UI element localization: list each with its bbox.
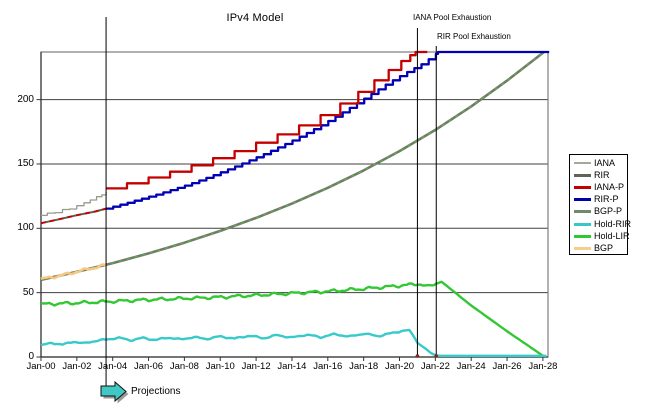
x-tick-label: Jan-08: [169, 361, 199, 372]
iana-exhaustion-marker: [415, 354, 420, 358]
projections-label: Projections: [131, 386, 181, 397]
legend-label: RIR: [594, 169, 610, 180]
legend-label: IANA: [594, 157, 616, 168]
legend-swatch: [574, 222, 591, 226]
series-iana-p-fit-line: [40, 207, 107, 225]
legend-swatch: [574, 198, 591, 202]
plot-border: [40, 51, 549, 358]
x-tick-label: Jan-02: [62, 361, 92, 372]
series-bgp-p-overlay-line: [40, 51, 545, 281]
legend-label: IANA-P: [594, 181, 625, 192]
x-tick-label: Jan-24: [456, 361, 486, 372]
x-tick-label: Jan-28: [528, 361, 558, 372]
series-hold-lir-line: [40, 280, 545, 358]
rir-exhaustion-marker: [434, 354, 439, 358]
x-tick-label: Jan-06: [134, 361, 164, 372]
legend-swatch: [574, 246, 591, 250]
series-bgp-p-line: [40, 50, 545, 282]
x-tick-label: Jan-26: [492, 361, 522, 372]
legend-label: BGP-P: [594, 206, 623, 217]
x-tick-label: Jan-04: [98, 361, 128, 372]
x-tick-label: Jan-00: [26, 361, 56, 372]
y-tick-label: 0: [28, 351, 34, 362]
legend-label: Hold-RIR: [594, 218, 632, 229]
x-tick-label: Jan-10: [205, 361, 235, 372]
y-tick-label: 200: [17, 93, 34, 105]
legend-swatch: [574, 210, 591, 214]
legend-item-iana: IANA: [574, 157, 627, 169]
chart-title: IPv4 Model: [226, 12, 284, 24]
legend-label: BGP: [594, 242, 614, 253]
legend-item-hold-lir: Hold-LIR: [574, 230, 630, 242]
x-tick-label: Jan-20: [384, 361, 415, 372]
iana-pool-exhaustion-label: IANA Pool Exhaustion: [413, 13, 492, 22]
legend-item-hold-rir: Hold-RIR: [574, 218, 631, 230]
y-tick-label: 150: [17, 157, 34, 169]
legend-label: RIR-P: [594, 194, 619, 205]
series-bgp-line: [40, 263, 106, 280]
legend-item-rir-p: RIR-P: [574, 194, 627, 206]
legend-item-rir: RIR: [574, 169, 627, 181]
legend-label: Hold-LIR: [594, 230, 630, 241]
y-tick-label: 50: [22, 286, 34, 298]
legend-swatch: [574, 173, 591, 177]
x-tick-label: Jan-22: [420, 361, 450, 372]
x-tick-label: Jan-14: [277, 361, 307, 372]
series-rir-p-line: [106, 50, 550, 210]
x-tick-label: Jan-12: [241, 361, 271, 372]
legend-item-bgp-p: BGP-P: [574, 206, 627, 218]
y-tick-label: 100: [17, 222, 34, 234]
legend: IANA RIR IANA-P RIR-P BGP-P Hold-RIR Hold-LIR B…: [569, 154, 631, 255]
legend-item-bgp: BGP: [574, 242, 627, 254]
series-hold-rir-line: [40, 328, 547, 357]
series-iana-line: [41, 192, 107, 217]
legend-swatch: [574, 185, 591, 189]
legend-swatch: [574, 234, 591, 238]
legend-item-iana-p: IANA-P: [574, 181, 627, 193]
rir-pool-exhaustion-label: RIR Pool Exhaustion: [437, 32, 511, 41]
projections-arrow-icon: [100, 380, 127, 403]
series-iana-p-line: [106, 50, 428, 190]
x-tick-label: Jan-16: [313, 361, 343, 372]
x-tick-label: Jan-18: [349, 361, 379, 372]
legend-swatch: [574, 162, 591, 165]
